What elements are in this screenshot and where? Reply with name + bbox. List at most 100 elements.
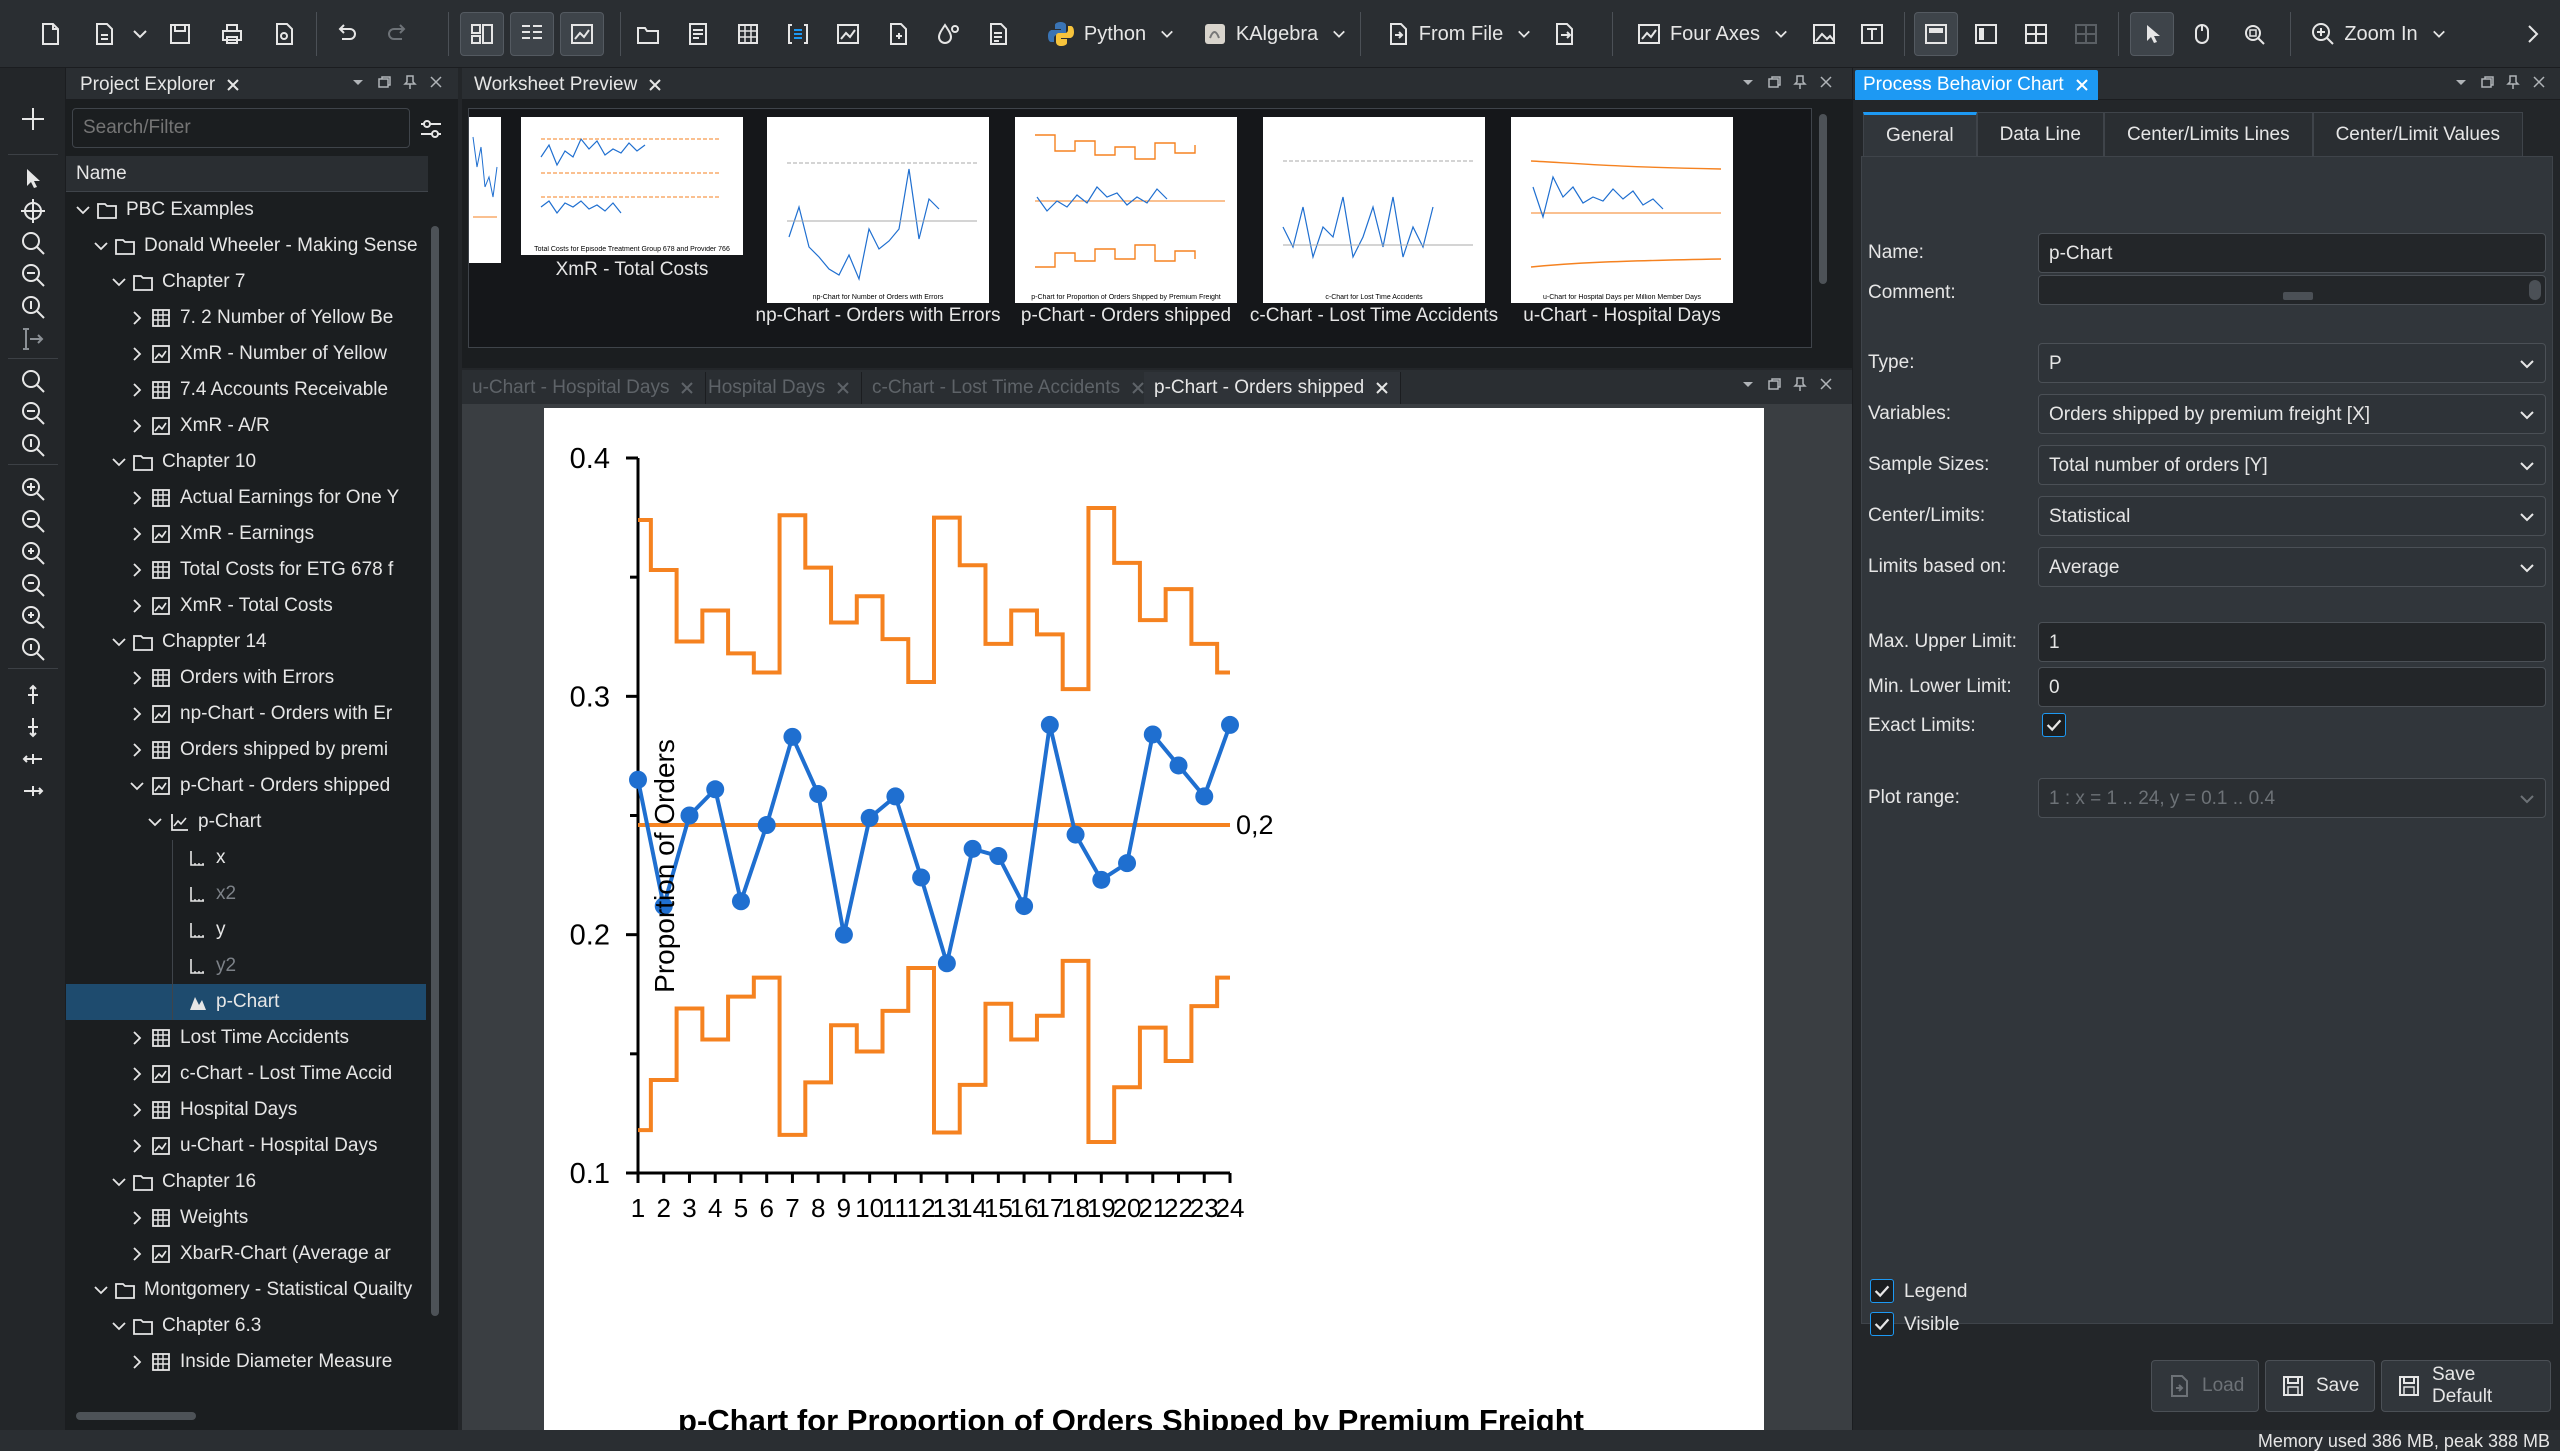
- tree-item[interactable]: PBC Examples: [66, 192, 426, 228]
- new-note-icon[interactable]: [878, 12, 918, 56]
- insert-image-icon[interactable]: [1804, 12, 1844, 56]
- close-icon[interactable]: [1818, 376, 1834, 392]
- min-lower-limit-field[interactable]: 0: [2038, 667, 2546, 707]
- pbc-chart[interactable]: 0.10.20.30.41 2 3 4 5 6 7 8 9 1011121314151617181…: [544, 408, 1764, 1438]
- tree-item[interactable]: Chappter 14: [66, 624, 426, 660]
- matrix-icon[interactable]: [778, 12, 818, 56]
- chevron-right-icon[interactable]: [128, 345, 146, 363]
- chevron-right-icon[interactable]: [128, 597, 146, 615]
- comment-resize-handle[interactable]: [2283, 292, 2313, 300]
- pin-icon[interactable]: [1792, 376, 1808, 392]
- tree-item[interactable]: Montgomery - Statistical Quailty: [66, 1272, 426, 1308]
- chevron-right-icon[interactable]: [128, 741, 146, 759]
- close-icon[interactable]: [1374, 380, 1390, 396]
- tree-item[interactable]: u-Chart - Hospital Days: [66, 1128, 426, 1164]
- close-icon[interactable]: [2531, 74, 2547, 90]
- chevron-right-icon[interactable]: [128, 1353, 146, 1371]
- tree-item[interactable]: Chapter 7: [66, 264, 426, 300]
- close-icon[interactable]: [1818, 74, 1834, 90]
- tree-item[interactable]: Orders shipped by premi: [66, 732, 426, 768]
- sample-sizes-select[interactable]: Total number of orders [Y]: [2038, 445, 2546, 485]
- preview-thumbnail-partial[interactable]: [469, 117, 501, 263]
- tree-item[interactable]: Inside Diameter Measure: [66, 1344, 426, 1380]
- layout-vertical-icon[interactable]: [1914, 12, 1958, 56]
- zoom-select-icon[interactable]: [2234, 12, 2274, 56]
- export-icon[interactable]: [1544, 12, 1584, 56]
- chevron-right-icon[interactable]: [128, 381, 146, 399]
- chevron-right-icon[interactable]: [128, 669, 146, 687]
- worksheet-tab[interactable]: p-Chart - Orders shipped: [1144, 372, 1402, 404]
- live-data-icon[interactable]: [978, 12, 1018, 56]
- close-icon[interactable]: [835, 380, 851, 396]
- max-upper-limit-field[interactable]: 1: [2038, 622, 2546, 662]
- tree-item[interactable]: y: [66, 912, 426, 948]
- layout-grid-icon[interactable]: [2016, 12, 2056, 56]
- pin-icon[interactable]: [1792, 74, 1808, 90]
- project-explorer-tab[interactable]: Project Explorer: [72, 70, 249, 100]
- chevron-down-icon[interactable]: [128, 12, 152, 56]
- tree-item[interactable]: Donald Wheeler - Making Sense: [66, 228, 426, 264]
- tree-column-header[interactable]: Name: [66, 156, 442, 192]
- save-default-button[interactable]: Save Default: [2381, 1360, 2551, 1412]
- zoom-x-select-icon[interactable]: [18, 260, 48, 290]
- tree-item[interactable]: XmR - Earnings: [66, 516, 426, 552]
- zoom-in-x-icon[interactable]: [18, 538, 48, 568]
- print-preview-icon[interactable]: [264, 12, 304, 56]
- worksheet-tab[interactable]: u-Chart - Hospital Days: [462, 372, 707, 404]
- scale-auto-icon[interactable]: [18, 366, 48, 396]
- pin-icon[interactable]: [2505, 74, 2521, 90]
- tree-horizontal-scrollbar[interactable]: [66, 1402, 442, 1430]
- float-icon[interactable]: [376, 74, 392, 90]
- visible-checkbox[interactable]: [1870, 1312, 1894, 1336]
- tree-item[interactable]: XmR - Total Costs: [66, 588, 426, 624]
- chevron-down-icon[interactable]: [146, 813, 164, 831]
- tree-item[interactable]: Actual Earnings for One Y: [66, 480, 426, 516]
- cursor-icon[interactable]: [18, 324, 48, 354]
- properties-explorer-toggle-icon[interactable]: [510, 12, 554, 56]
- folder-icon[interactable]: [628, 12, 668, 56]
- exact-limits-checkbox[interactable]: [2042, 713, 2066, 737]
- tab-center-limits-lines[interactable]: Center/Limits Lines: [2103, 112, 2313, 156]
- spreadsheet-icon[interactable]: [728, 12, 768, 56]
- tree-item[interactable]: XbarR-Chart (Average ar: [66, 1236, 426, 1272]
- datapicker-icon[interactable]: [928, 12, 968, 56]
- worksheet-icon[interactable]: [828, 12, 868, 56]
- tab-center-limit-values[interactable]: Center/Limit Values: [2312, 112, 2523, 156]
- pin-icon[interactable]: [402, 74, 418, 90]
- add-icon[interactable]: [18, 104, 48, 134]
- shift-left-icon[interactable]: [18, 680, 48, 710]
- chevron-right-icon[interactable]: [128, 1209, 146, 1227]
- kalgebra-button[interactable]: KAlgebra: [1198, 12, 1350, 56]
- tree-item[interactable]: XmR - A/R: [66, 408, 426, 444]
- chevron-down-icon[interactable]: [74, 201, 92, 219]
- shift-right-icon[interactable]: [18, 712, 48, 742]
- type-select[interactable]: P: [2038, 343, 2546, 383]
- print-icon[interactable]: [212, 12, 252, 56]
- preview-thumbnail[interactable]: c-Chart for Lost Time Accidents: [1263, 117, 1485, 303]
- dock-menu-icon[interactable]: [1740, 376, 1756, 392]
- close-icon[interactable]: [1130, 380, 1146, 396]
- import-from-file-button[interactable]: From File: [1380, 12, 1536, 56]
- pbc-dock-tab[interactable]: Process Behavior Chart: [1855, 70, 2098, 100]
- legend-checkbox[interactable]: [1870, 1279, 1894, 1303]
- comment-scrollbar[interactable]: [2529, 280, 2541, 300]
- worksheet-preview-tab[interactable]: Worksheet Preview: [466, 70, 671, 100]
- insert-text-label-icon[interactable]: [1852, 12, 1892, 56]
- chevron-down-icon[interactable]: [92, 237, 110, 255]
- close-icon[interactable]: [647, 77, 663, 93]
- new-project-icon[interactable]: [30, 12, 70, 56]
- float-icon[interactable]: [1766, 74, 1782, 90]
- new-spreadsheet-icon[interactable]: [84, 12, 124, 56]
- select-cursor-icon[interactable]: [2130, 12, 2174, 56]
- tree-item[interactable]: x: [66, 840, 426, 876]
- tree-item[interactable]: Chapter 10: [66, 444, 426, 480]
- tree-item[interactable]: Hospital Days: [66, 1092, 426, 1128]
- python-button[interactable]: Python: [1040, 12, 1180, 56]
- tree-item[interactable]: p-Chart: [66, 984, 426, 1020]
- break-layout-icon[interactable]: [2066, 12, 2106, 56]
- tree-item[interactable]: Total Costs for ETG 678 f: [66, 552, 426, 588]
- four-axes-button[interactable]: Four Axes: [1632, 12, 1792, 56]
- chevron-down-icon[interactable]: [110, 453, 128, 471]
- tree-item[interactable]: Orders with Errors: [66, 660, 426, 696]
- zoom-out-y-icon[interactable]: [18, 634, 48, 664]
